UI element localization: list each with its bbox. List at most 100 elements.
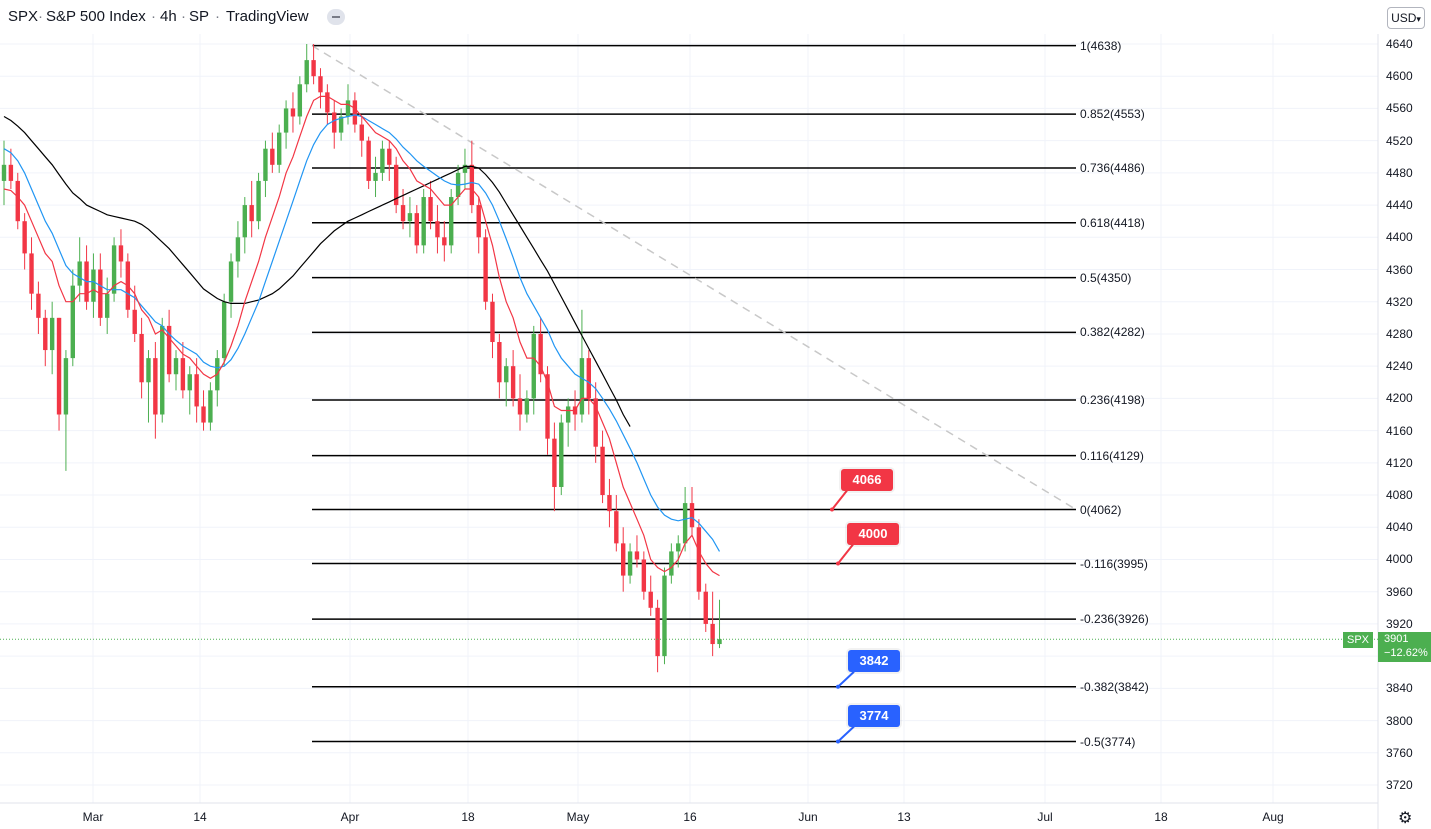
price-tick-label: 3840 — [1386, 681, 1413, 696]
time-tick-label: Apr — [340, 810, 360, 824]
separator-dot: · — [215, 8, 220, 25]
candle-body — [173, 358, 179, 375]
candle-body — [655, 607, 660, 657]
fib-level-label: 1(4638) — [1080, 38, 1122, 53]
gear-icon[interactable]: ⚙ — [1398, 810, 1413, 827]
chart-header: SPX · S&P 500 Index · 4h · SP · TradingV… — [0, 0, 1380, 34]
symbol-price-tag: SPX — [1343, 632, 1373, 648]
price-tick-label: 3800 — [1386, 713, 1413, 728]
fib-level-label: -0.382(3842) — [1080, 679, 1149, 694]
price-tick-label: 4240 — [1386, 359, 1413, 374]
price-tick-label: 4160 — [1386, 423, 1413, 438]
price-tick-label: 4000 — [1386, 552, 1413, 567]
time-tick-label: 14 — [193, 810, 207, 824]
candle-body — [132, 309, 137, 334]
separator-dot: · — [38, 8, 43, 25]
price-tick-label: 3760 — [1386, 745, 1413, 760]
callout-anchor — [830, 507, 834, 512]
candle-body — [559, 422, 564, 487]
price-callout[interactable]: 3842 — [848, 649, 900, 672]
descending-trendline — [311, 44, 1077, 511]
candle-body — [345, 100, 351, 117]
grid-lines — [0, 34, 1378, 803]
candle-body — [614, 511, 619, 544]
price-tick-label: 3920 — [1386, 616, 1413, 631]
candle-body — [77, 261, 82, 286]
price-tick-label: 4600 — [1386, 69, 1413, 84]
candle-body — [662, 575, 667, 657]
candle-body — [352, 100, 358, 125]
candle-body — [277, 132, 282, 165]
price-callout[interactable]: 4066 — [841, 468, 893, 491]
callout-anchor — [836, 739, 840, 744]
fib-level-label: 0.736(4486) — [1080, 161, 1145, 176]
candle-body — [366, 140, 371, 181]
price-tick-label: 4360 — [1386, 262, 1413, 277]
candle-body — [332, 112, 337, 133]
candle-body — [146, 358, 151, 383]
price-tick-label: 4280 — [1386, 326, 1413, 341]
candle-body — [393, 164, 399, 206]
currency-label: USD — [1391, 11, 1417, 25]
candle-body — [414, 213, 419, 246]
candle-body — [187, 374, 192, 391]
candle-body — [160, 325, 165, 415]
data-source: TradingView — [226, 8, 309, 25]
candle-body — [607, 495, 612, 512]
candle-body — [180, 358, 186, 391]
callout-anchor — [836, 561, 840, 566]
fib-level-label: 0.618(4418) — [1080, 215, 1145, 230]
candle-body — [497, 342, 502, 383]
candle-body — [63, 358, 69, 415]
time-tick-label: Aug — [1262, 810, 1284, 824]
interval[interactable]: 4h — [160, 8, 177, 25]
candle-body — [1, 164, 7, 181]
time-tick-label: Jun — [798, 810, 818, 824]
candle-body — [504, 366, 509, 383]
callout-pointer — [837, 671, 855, 688]
candle-body — [208, 390, 213, 423]
price-tick-label: 4520 — [1386, 133, 1413, 148]
candle-body — [579, 358, 585, 415]
candle-body — [449, 197, 454, 246]
separator-dot: · — [181, 8, 186, 25]
price-tick-label: 3960 — [1386, 584, 1413, 599]
exchange: SP — [189, 8, 210, 25]
candle-body — [634, 551, 640, 560]
candle-body — [627, 551, 633, 576]
last-price-box: 3901 −12.62% — [1378, 632, 1431, 662]
time-tick-label: 13 — [897, 810, 911, 824]
candle-body — [689, 503, 695, 528]
candle-body — [22, 221, 27, 254]
fib-level-label: 0.116(4129) — [1080, 448, 1144, 463]
price-callout[interactable]: 3774 — [848, 704, 900, 727]
candle-body — [648, 591, 653, 608]
candle-body — [517, 398, 523, 415]
price-tick-label: 4120 — [1386, 455, 1413, 470]
candle-body — [593, 398, 598, 447]
candle-body — [469, 164, 475, 206]
candle-body — [139, 333, 144, 383]
candle-body — [682, 503, 688, 544]
candle-body — [228, 261, 234, 302]
price-tick-label: 3720 — [1386, 778, 1413, 792]
candle-body — [297, 84, 303, 117]
fib-level-label: 0.852(4553) — [1080, 107, 1145, 122]
time-tick-label: 18 — [461, 810, 475, 824]
candle-body — [717, 639, 722, 645]
fib-level-label: 0(4062) — [1080, 502, 1122, 517]
candle-body — [56, 317, 62, 415]
fib-level-label: 0.5(4350) — [1080, 270, 1132, 285]
callout-pointer — [837, 543, 854, 565]
symbol[interactable]: SPX — [8, 8, 39, 25]
price-callout[interactable]: 4000 — [847, 522, 899, 545]
time-tick-label: 18 — [1154, 810, 1168, 824]
currency-selector[interactable]: USD▾ — [1387, 7, 1425, 29]
callout-anchor — [836, 684, 840, 689]
candle-body — [311, 60, 316, 77]
candle-body — [304, 60, 309, 85]
candle-body — [318, 76, 323, 93]
collapse-legend-button[interactable] — [327, 9, 345, 25]
candle-body — [586, 358, 591, 399]
